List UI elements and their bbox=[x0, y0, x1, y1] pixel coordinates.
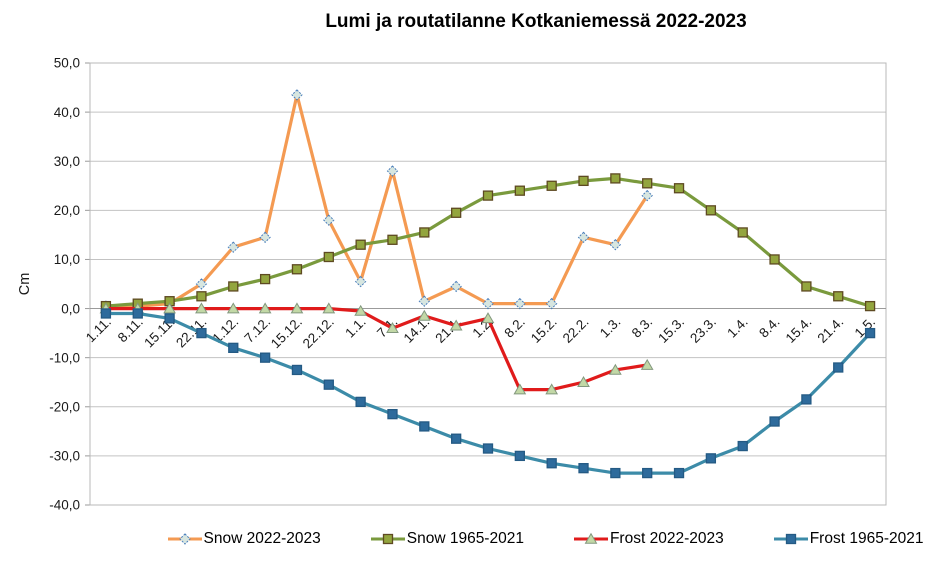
frost-1965-2021-marker-icon bbox=[773, 533, 808, 545]
legend-item-snow-1965-2021: Snow 1965-2021 bbox=[370, 530, 524, 548]
svg-text:8.4.: 8.4. bbox=[756, 314, 783, 341]
svg-text:15.3.: 15.3. bbox=[655, 314, 687, 346]
svg-text:23.3.: 23.3. bbox=[687, 314, 719, 346]
svg-text:1.12.: 1.12. bbox=[210, 314, 242, 346]
legend-label: Frost 1965-2021 bbox=[809, 530, 924, 547]
svg-text:1.4.: 1.4. bbox=[724, 314, 751, 341]
snow-2022-2023-marker-icon bbox=[167, 533, 202, 545]
svg-text:0,0: 0,0 bbox=[61, 301, 80, 316]
legend: Snow 2022-2023 Snow 1965-2021 Frost 2022… bbox=[150, 523, 940, 555]
svg-text:-20,0: -20,0 bbox=[49, 399, 80, 414]
svg-text:Cm: Cm bbox=[17, 273, 33, 296]
svg-text:-10,0: -10,0 bbox=[49, 350, 80, 365]
chart-title: Lumi ja routatilanne Kotkaniemessä 2022-… bbox=[325, 11, 747, 32]
legend-item-snow-2022-2023: Snow 2022-2023 bbox=[167, 530, 321, 548]
legend-item-frost-2022-2023: Frost 2022-2023 bbox=[573, 530, 724, 548]
svg-text:8.3.: 8.3. bbox=[629, 314, 656, 341]
svg-text:10,0: 10,0 bbox=[54, 252, 80, 267]
svg-text:40,0: 40,0 bbox=[54, 105, 80, 120]
legend-label: Frost 2022-2023 bbox=[609, 530, 724, 547]
svg-text:-40,0: -40,0 bbox=[49, 498, 80, 513]
svg-text:1.1.: 1.1. bbox=[342, 314, 369, 341]
svg-text:15.2.: 15.2. bbox=[528, 314, 560, 346]
svg-text:20,0: 20,0 bbox=[54, 203, 80, 218]
svg-text:30,0: 30,0 bbox=[54, 154, 80, 169]
svg-text:50,0: 50,0 bbox=[54, 56, 80, 71]
svg-text:15.12.: 15.12. bbox=[268, 314, 305, 351]
legend-label: Snow 1965-2021 bbox=[406, 530, 524, 547]
svg-text:8.2.: 8.2. bbox=[501, 314, 528, 341]
svg-text:1.11.: 1.11. bbox=[83, 314, 114, 345]
legend-label: Snow 2022-2023 bbox=[203, 530, 321, 547]
svg-text:22.2.: 22.2. bbox=[560, 314, 592, 346]
snow-1965-2021-marker-icon bbox=[370, 533, 405, 545]
legend-item-frost-1965-2021: Frost 1965-2021 bbox=[773, 530, 924, 548]
svg-text:15.4.: 15.4. bbox=[783, 314, 815, 346]
line-chart-canvas: 50,0 40,0 30,0 20,0 10,0 0,0 -10,0 -20,0 -30,0 -4… bbox=[17, 56, 887, 513]
frost-2022-2023-marker-icon bbox=[573, 532, 608, 544]
svg-text:22.12.: 22.12. bbox=[300, 314, 337, 351]
svg-text:-30,0: -30,0 bbox=[49, 449, 80, 464]
svg-text:1.3.: 1.3. bbox=[597, 314, 624, 341]
svg-text:21.4.: 21.4. bbox=[815, 314, 847, 346]
